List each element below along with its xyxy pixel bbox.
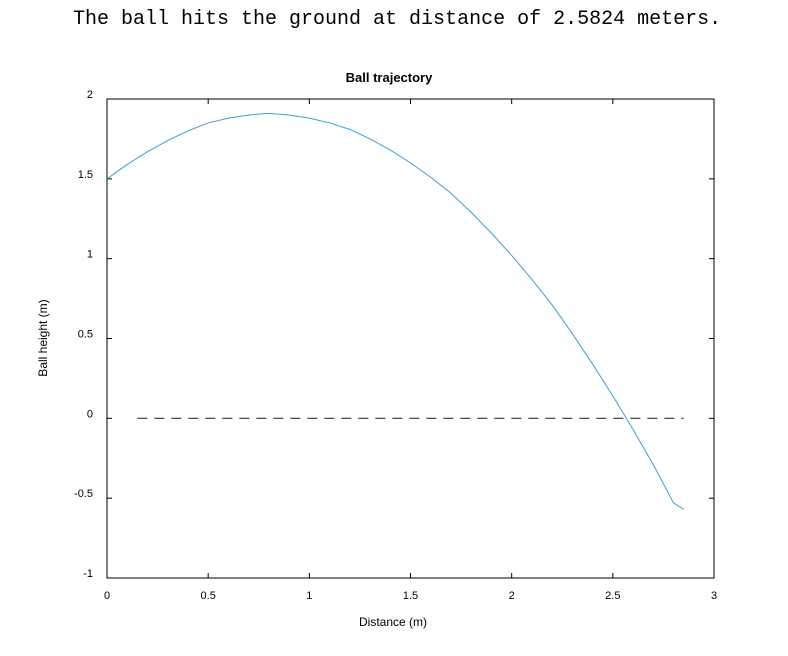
x-tick-label: 1 [306,590,312,602]
x-tick-label: 0 [104,590,110,602]
axis-ticks: 0 0.5 1 1.5 2 2.5 3 -1 -0.5 0 0.5 1 1.5 2 [74,89,717,602]
series-group [106,112,684,510]
y-tick-label: 1.5 [78,169,93,181]
y-tick-label: 2 [87,89,93,101]
y-axis-label: Ball height (m) [36,299,50,376]
y-tick-label: -1 [83,568,93,580]
x-tick-label: 2.5 [605,590,620,602]
chart-title: Ball trajectory [346,70,433,85]
y-tick-label: 1 [87,249,93,261]
plot-area [106,98,715,579]
x-tick-label: 2 [509,590,515,602]
output-message: The ball hits the ground at distance of … [73,8,722,31]
x-tick-label: 1.5 [403,590,418,602]
x-tick-label: 3 [711,590,717,602]
y-tick-label: 0.5 [78,329,93,341]
y-tick-label: -0.5 [74,488,93,500]
trajectory-line [106,112,684,510]
y-tick-label: 0 [87,408,93,420]
x-axis-label: Distance (m) [359,615,427,629]
x-tick-label: 0.5 [201,590,216,602]
